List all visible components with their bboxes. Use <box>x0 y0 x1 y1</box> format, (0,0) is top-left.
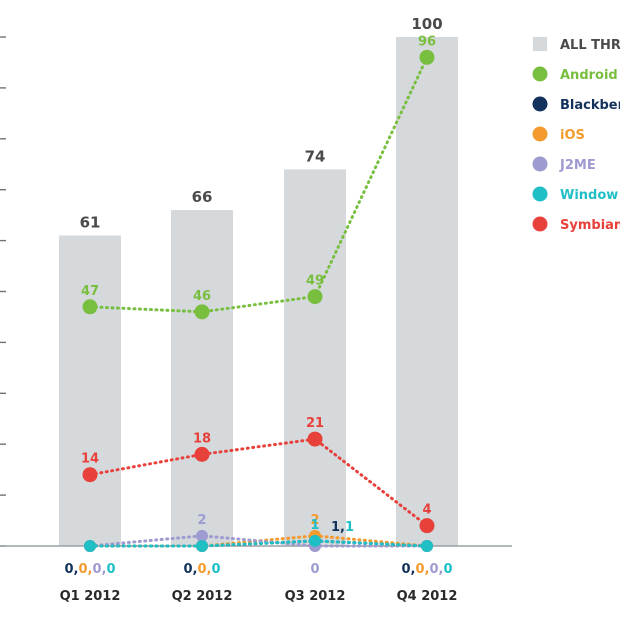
total-label: 61 <box>80 214 101 232</box>
legend-swatch <box>533 37 547 51</box>
legend-swatch <box>532 66 548 82</box>
total-label: 100 <box>411 15 442 33</box>
series-line <box>88 534 429 548</box>
data-label-combined: 1,1 <box>331 520 354 535</box>
data-label: 14 <box>81 452 99 467</box>
zero-value-part: 0 <box>443 562 452 577</box>
total-labels: 61 66 74 100 <box>80 15 443 232</box>
zero-value-part: 0, <box>78 562 92 577</box>
series-point <box>196 529 208 542</box>
x-tick-label: Q2 2012 <box>172 589 233 604</box>
series-lines <box>88 55 429 548</box>
series-line <box>88 55 429 314</box>
legend-swatch <box>532 156 548 172</box>
zero-value-part: 0, <box>415 562 429 577</box>
series-points <box>82 49 435 552</box>
series-point <box>419 49 435 65</box>
x-tick-label: Q3 2012 <box>285 589 346 604</box>
legend-swatch <box>532 216 548 232</box>
total-bar <box>396 37 458 546</box>
data-label: 2 <box>197 513 206 528</box>
zero-value-part: 0, <box>65 562 79 577</box>
series-point <box>82 299 98 315</box>
legend-label: Blackber <box>560 98 620 113</box>
legend-label: Window <box>560 188 618 203</box>
data-label: 46 <box>193 289 211 304</box>
legend-label: Android <box>560 68 618 83</box>
zero-value-part: 0 <box>211 562 220 577</box>
total-label: 74 <box>305 147 326 165</box>
data-label-part: 1 <box>345 520 354 535</box>
x-tick-label: Q4 2012 <box>397 589 458 604</box>
legend: ALL THR Android Blackber iOS J2ME Window Symbi… <box>532 37 620 233</box>
zero-value-part: 0, <box>197 562 211 577</box>
series-point <box>421 540 433 552</box>
series-point <box>84 540 96 552</box>
data-label: 4 <box>422 503 431 518</box>
zero-value-part: 0, <box>92 562 106 577</box>
total-label: 66 <box>192 188 213 206</box>
series-line <box>88 437 429 528</box>
zero-value-label: 0,0,0,0 <box>65 562 116 577</box>
zero-value-label: 0,0,0,0 <box>402 562 453 577</box>
data-label: 2 <box>310 513 319 528</box>
zero-value-part: 0, <box>183 562 197 577</box>
legend-swatch <box>532 96 548 112</box>
x-tick-label: Q1 2012 <box>60 589 121 604</box>
data-label: 96 <box>418 34 436 49</box>
zero-value-labels: 0,0,0,0 0,0,0 0 0,0,0,0 <box>65 562 453 577</box>
total-bar <box>284 169 346 546</box>
zero-value-part: 0 <box>106 562 115 577</box>
data-label: 47 <box>81 284 99 299</box>
series-point <box>309 534 321 547</box>
data-label: 18 <box>193 431 211 446</box>
series-point <box>194 446 210 462</box>
legend-swatch <box>532 126 548 142</box>
series-line <box>88 539 429 548</box>
series-point <box>196 540 208 552</box>
zero-value-part: 0 <box>310 562 319 577</box>
zero-value-label: 0 <box>310 562 319 577</box>
legend-label: iOS <box>560 128 585 143</box>
total-bar <box>171 210 233 546</box>
x-tick-labels: Q1 2012 Q2 2012 Q3 2012 Q4 2012 <box>60 589 458 604</box>
series-point <box>82 467 98 483</box>
series-point <box>419 518 435 534</box>
data-label: 21 <box>306 416 324 431</box>
legend-label: ALL THR <box>560 38 620 53</box>
series-point <box>307 289 323 305</box>
zero-value-part: 0, <box>402 562 416 577</box>
data-label: 49 <box>306 274 324 289</box>
zero-value-label: 0,0,0 <box>183 562 220 577</box>
series-point <box>194 304 210 320</box>
data-label-part: 1, <box>331 520 345 535</box>
legend-swatch <box>532 186 548 202</box>
zero-value-part: 0, <box>429 562 443 577</box>
legend-label: J2ME <box>559 158 596 173</box>
total-bar <box>59 235 121 546</box>
data-label: 1 <box>310 518 319 533</box>
series-point <box>307 431 323 447</box>
total-bars <box>59 37 458 546</box>
y-axis <box>0 36 6 547</box>
legend-label: Symbian <box>560 218 620 233</box>
